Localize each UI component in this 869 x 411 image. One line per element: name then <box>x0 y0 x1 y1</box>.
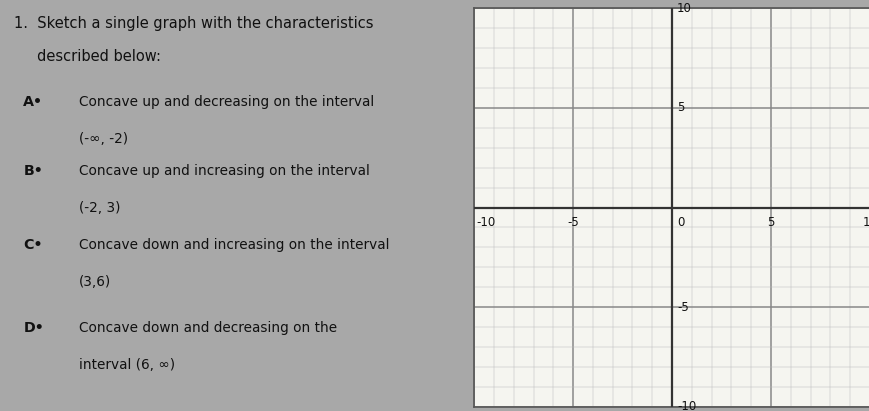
Text: 5: 5 <box>766 215 773 229</box>
Text: (-2, 3): (-2, 3) <box>79 201 121 215</box>
Text: B•: B• <box>23 164 43 178</box>
Text: -10: -10 <box>475 215 494 229</box>
Text: D•: D• <box>23 321 44 335</box>
Text: -5: -5 <box>676 301 688 314</box>
Text: -10: -10 <box>676 400 695 411</box>
Text: described below:: described below: <box>14 49 161 64</box>
Text: 10: 10 <box>676 2 691 15</box>
Text: C•: C• <box>23 238 43 252</box>
Text: 10: 10 <box>861 215 869 229</box>
Text: Concave up and increasing on the interval: Concave up and increasing on the interva… <box>79 164 369 178</box>
Text: -5: -5 <box>567 215 579 229</box>
Text: 5: 5 <box>676 102 684 114</box>
Text: 0: 0 <box>676 215 684 229</box>
Text: interval (6, ∞): interval (6, ∞) <box>79 358 175 372</box>
Text: (-∞, -2): (-∞, -2) <box>79 132 128 145</box>
Text: A•: A• <box>23 95 43 109</box>
Text: Concave up and decreasing on the interval: Concave up and decreasing on the interva… <box>79 95 374 109</box>
Text: Concave down and increasing on the interval: Concave down and increasing on the inter… <box>79 238 389 252</box>
Text: 1.  Sketch a single graph with the characteristics: 1. Sketch a single graph with the charac… <box>14 16 373 31</box>
Text: Concave down and decreasing on the: Concave down and decreasing on the <box>79 321 337 335</box>
Text: (3,6): (3,6) <box>79 275 111 289</box>
